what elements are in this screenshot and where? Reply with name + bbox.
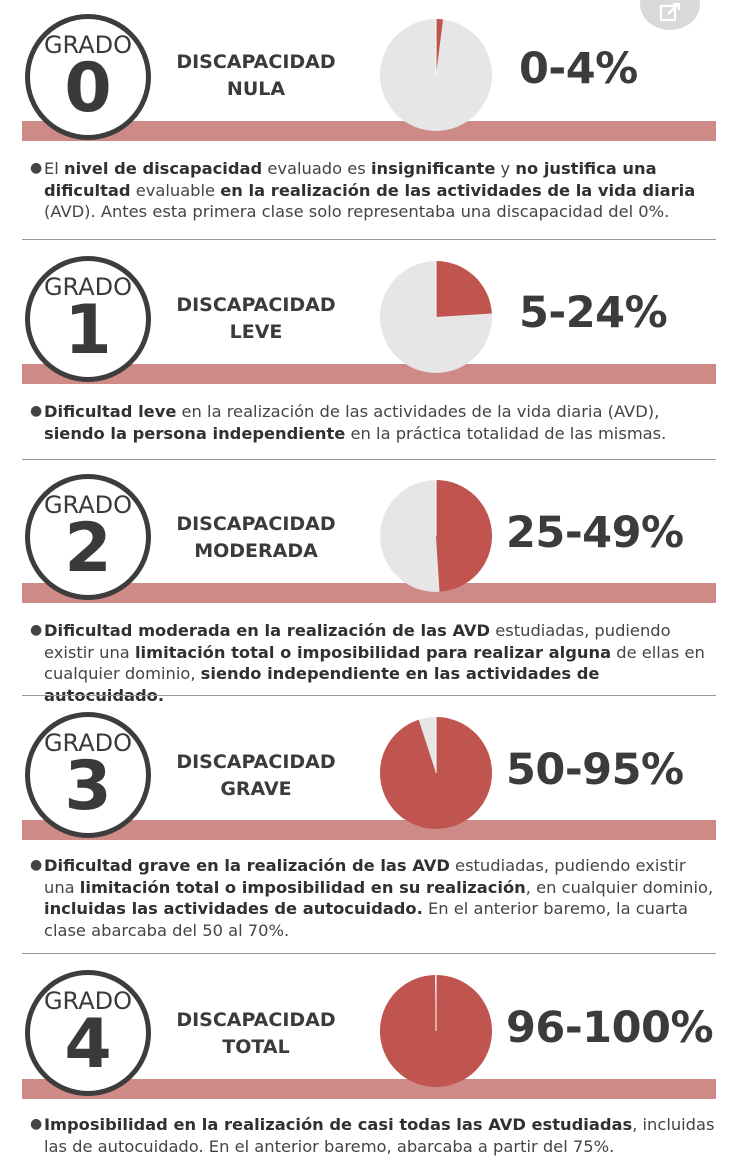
percent-range: 25-49% bbox=[506, 508, 684, 558]
description-text: Dificultad leve en la realización de las… bbox=[44, 402, 667, 443]
section-description: ● Dificultad leve en la realización de l… bbox=[30, 401, 720, 444]
grade-word: GRADO bbox=[43, 491, 133, 519]
title-line-2: TOTAL bbox=[222, 1036, 290, 1058]
title-line-2: LEVE bbox=[229, 321, 283, 343]
title-line-1: DISCAPACIDAD bbox=[176, 51, 336, 73]
grade-number: 1 bbox=[64, 291, 112, 370]
section-band bbox=[22, 1079, 716, 1099]
grade-badge: GRADO 2 bbox=[25, 474, 151, 600]
pie-chart bbox=[380, 717, 492, 829]
section-description: ● Dificultad moderada en la realización … bbox=[30, 620, 720, 706]
description-text: Dificultad grave en la realización de la… bbox=[44, 856, 714, 940]
bullet-icon: ● bbox=[30, 622, 43, 638]
grade-word: GRADO bbox=[43, 729, 133, 757]
pie-slice-filled bbox=[436, 480, 492, 592]
section-title: DISCAPACIDAD TOTAL bbox=[170, 1007, 342, 1061]
section-band bbox=[22, 364, 716, 384]
section-description: ● El nivel de discapacidad evaluado es i… bbox=[30, 158, 720, 223]
grade-number: 4 bbox=[64, 1005, 112, 1084]
percent-range: 0-4% bbox=[519, 44, 638, 94]
pie-slice-filled bbox=[436, 19, 444, 75]
section-divider bbox=[22, 953, 716, 954]
title-line-1: DISCAPACIDAD bbox=[176, 294, 336, 316]
section-title: DISCAPACIDAD NULA bbox=[170, 49, 342, 103]
pie-chart bbox=[380, 480, 492, 592]
percent-range: 50-95% bbox=[506, 745, 684, 795]
title-line-2: MODERADA bbox=[194, 540, 318, 562]
title-line-2: GRAVE bbox=[220, 778, 292, 800]
title-line-1: DISCAPACIDAD bbox=[176, 1009, 336, 1031]
section-band bbox=[22, 583, 716, 603]
section-title: DISCAPACIDAD GRAVE bbox=[170, 749, 342, 803]
pie-slice-filled bbox=[436, 261, 492, 317]
section-band bbox=[22, 121, 716, 141]
grade-word: GRADO bbox=[43, 987, 133, 1015]
grade-badge: GRADO 4 bbox=[25, 970, 151, 1096]
pie-chart bbox=[380, 261, 492, 373]
section-description: ● Dificultad grave en la realización de … bbox=[30, 855, 720, 941]
grade-badge: GRADO 0 bbox=[25, 14, 151, 140]
bullet-icon: ● bbox=[30, 857, 43, 873]
section-title: DISCAPACIDAD LEVE bbox=[170, 292, 342, 346]
percent-range: 5-24% bbox=[519, 288, 668, 338]
section-band bbox=[22, 820, 716, 840]
title-line-1: DISCAPACIDAD bbox=[176, 751, 336, 773]
grade-badge: GRADO 3 bbox=[25, 712, 151, 838]
section-divider bbox=[22, 459, 716, 460]
grade-badge: GRADO 1 bbox=[25, 256, 151, 382]
section-divider bbox=[22, 695, 716, 696]
pie-chart bbox=[380, 19, 492, 131]
grade-number: 3 bbox=[64, 747, 112, 826]
section-description: ● Imposibilidad en la realización de cas… bbox=[30, 1114, 720, 1157]
grade-number: 0 bbox=[64, 49, 112, 128]
grade-word: GRADO bbox=[43, 31, 133, 59]
grade-number: 2 bbox=[64, 509, 112, 588]
title-line-2: NULA bbox=[226, 78, 286, 100]
grade-section-0: GRADO 0 DISCAPACIDAD NULA 0-4% ● El nive… bbox=[0, 0, 733, 240]
section-divider bbox=[22, 239, 716, 240]
bullet-icon: ● bbox=[30, 160, 43, 176]
pie-chart bbox=[380, 975, 492, 1087]
title-line-1: DISCAPACIDAD bbox=[176, 513, 336, 535]
section-title: DISCAPACIDAD MODERADA bbox=[170, 511, 342, 565]
description-text: Imposibilidad en la realización de casi … bbox=[44, 1115, 715, 1156]
percent-range: 96-100% bbox=[506, 1003, 714, 1053]
bullet-icon: ● bbox=[30, 1116, 43, 1132]
grade-word: GRADO bbox=[43, 273, 133, 301]
bullet-icon: ● bbox=[30, 403, 43, 419]
description-text: El nivel de discapacidad evaluado es ins… bbox=[44, 159, 696, 221]
description-text: Dificultad moderada en la realización de… bbox=[44, 621, 705, 705]
